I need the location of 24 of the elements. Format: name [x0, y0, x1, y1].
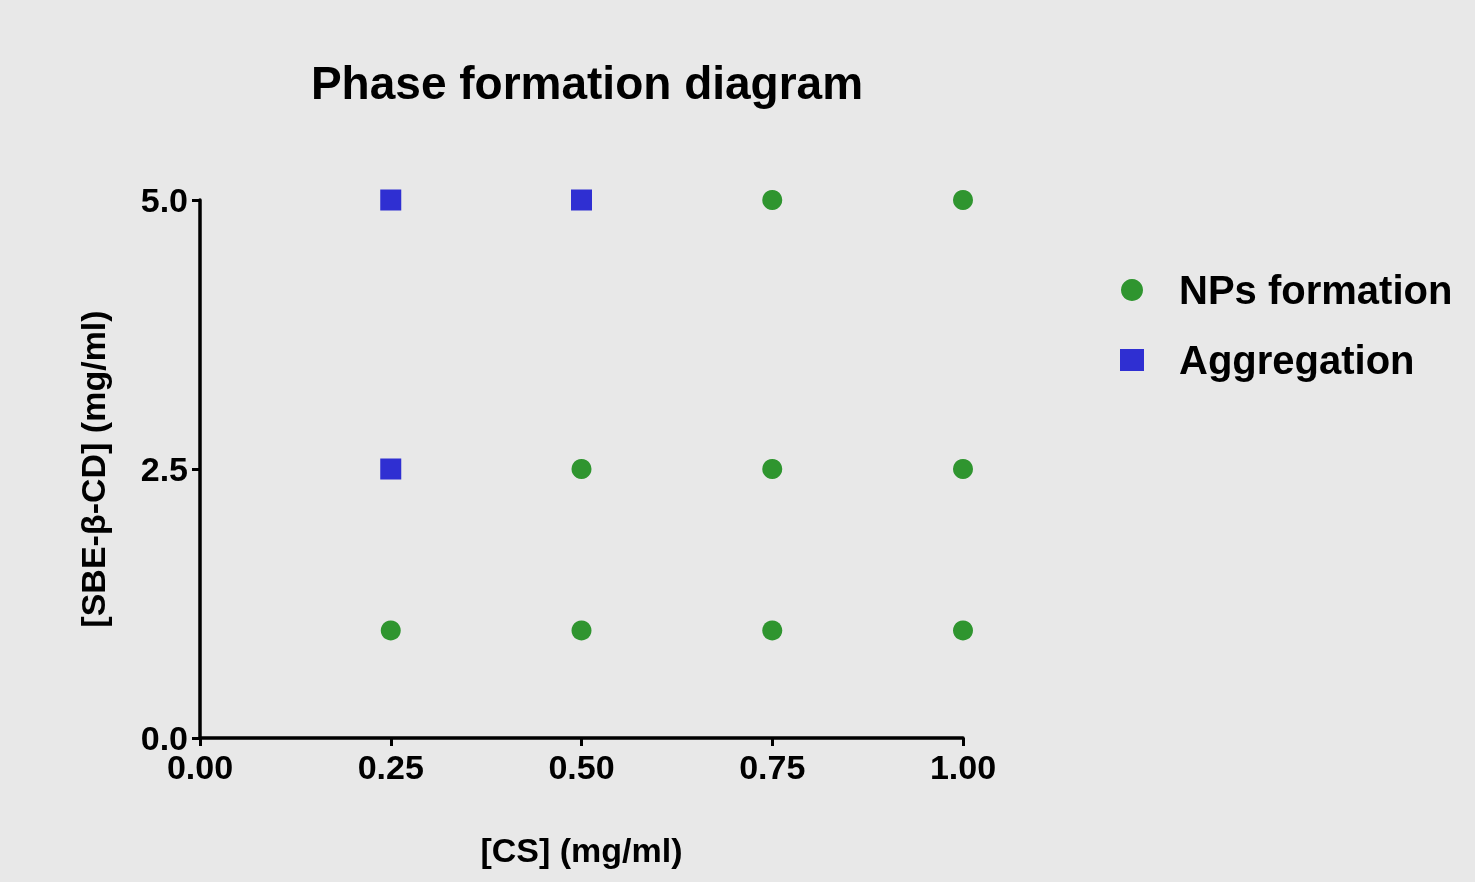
- point: [953, 620, 973, 641]
- y-tick-label: 2.5: [140, 450, 188, 488]
- y-tick-label: 0.0: [140, 719, 188, 757]
- x-tick-label: 0.50: [548, 748, 615, 786]
- x-axis-title: [CS] (mg/ml): [480, 831, 683, 869]
- legend-label: NPs formation: [1179, 268, 1453, 312]
- x-tick-label: 1.00: [929, 748, 997, 786]
- point: [571, 459, 592, 479]
- y-axis-title: [SBE-β-CD] (mg/ml): [74, 310, 112, 628]
- point: [762, 620, 783, 641]
- legend-label: Aggregation: [1179, 338, 1415, 382]
- point: [380, 189, 402, 211]
- x-tick-label: 0.25: [357, 748, 424, 786]
- point: [380, 620, 401, 641]
- point: [762, 190, 783, 210]
- point: [571, 620, 592, 641]
- point: [953, 190, 973, 210]
- point: [571, 189, 592, 211]
- point: [380, 458, 402, 480]
- x-tick-label: 0.75: [739, 748, 806, 786]
- point: [762, 459, 783, 479]
- chart-title: Phase formation diagram: [310, 57, 864, 109]
- point: [953, 459, 973, 479]
- y-tick-label: 5.0: [140, 181, 188, 219]
